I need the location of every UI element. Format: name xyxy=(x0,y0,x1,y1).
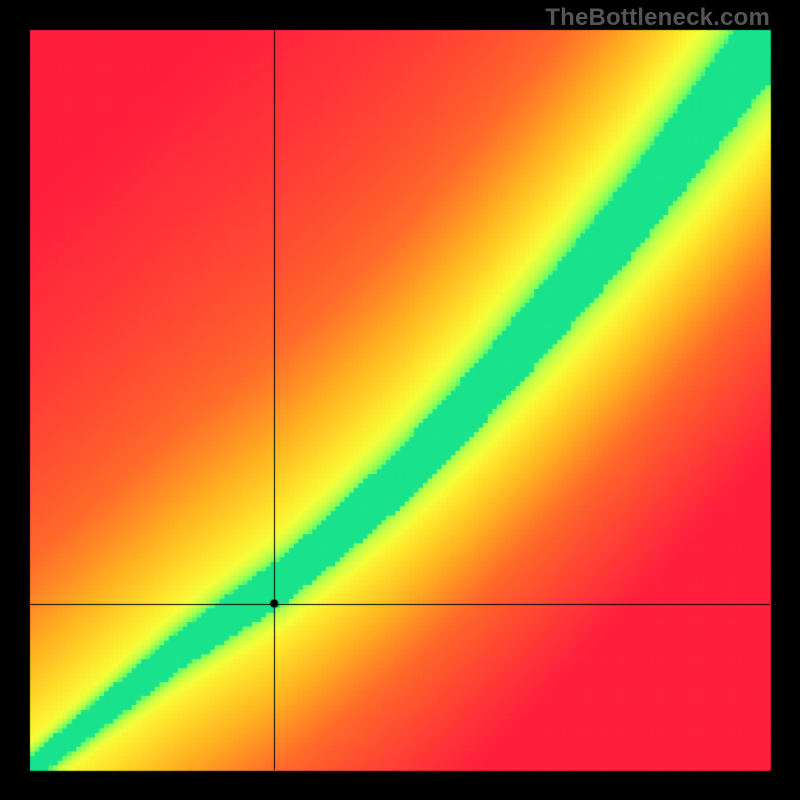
chart-container: TheBottleneck.com xyxy=(0,0,800,800)
watermark-text: TheBottleneck.com xyxy=(545,4,770,32)
bottleneck-heatmap-canvas xyxy=(0,0,800,800)
